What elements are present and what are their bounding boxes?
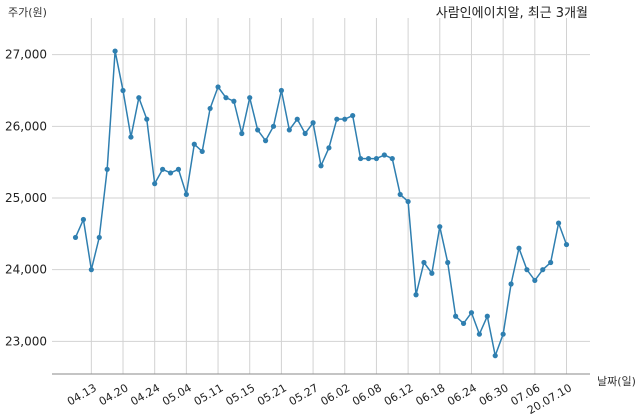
data-point: [255, 127, 261, 133]
data-point: [508, 281, 514, 287]
x-tick-label: 05.11: [192, 381, 226, 408]
data-point: [175, 166, 182, 172]
x-tick-label: 05.04: [160, 381, 194, 408]
x-tick-label: 06.08: [350, 381, 384, 408]
data-point: [381, 152, 387, 158]
data-point: [357, 155, 364, 162]
data-point: [223, 95, 229, 101]
data-point: [80, 216, 87, 223]
data-point: [199, 148, 205, 155]
data-point: [144, 116, 150, 122]
data-point: [286, 127, 292, 133]
data-point: [405, 198, 411, 205]
data-point: [342, 116, 348, 122]
data-point: [468, 310, 475, 316]
data-point: [373, 155, 380, 162]
data-point: [397, 191, 403, 198]
data-point: [302, 130, 308, 137]
data-point: [326, 145, 332, 151]
y-tick-label: 25,000: [5, 191, 47, 205]
data-point: [167, 170, 174, 176]
data-point: [460, 320, 467, 327]
data-point: [429, 270, 435, 276]
x-axis-label: 날짜(일): [597, 374, 636, 388]
data-point: [540, 267, 546, 273]
data-point: [484, 313, 490, 319]
data-point: [294, 116, 300, 122]
x-tick-label: 04.20: [97, 381, 131, 408]
y-tick-label: 26,000: [5, 119, 47, 133]
chart-title: 사람인에이치알, 최근 3개월: [436, 6, 588, 21]
data-point: [247, 95, 253, 101]
data-point: [500, 331, 506, 337]
data-point: [262, 138, 269, 144]
data-point: [152, 181, 158, 187]
data-point: [191, 141, 197, 147]
x-tick-label: 06.12: [382, 381, 416, 408]
data-point: [96, 234, 102, 241]
data-point: [516, 245, 522, 251]
y-tick-label: 23,000: [5, 334, 47, 348]
data-point: [524, 267, 530, 273]
data-point: [215, 84, 221, 90]
price-series-line: [74, 50, 568, 359]
y-tick-label: 24,000: [5, 263, 47, 277]
data-point: [453, 313, 459, 319]
data-point: [365, 155, 372, 162]
data-point: [532, 277, 538, 284]
x-tick-label: 06.18: [414, 381, 448, 408]
data-point: [270, 123, 277, 129]
data-point: [445, 259, 451, 266]
data-point: [318, 163, 324, 169]
data-point: [104, 166, 110, 172]
data-point: [231, 98, 237, 104]
y-axis-ticks: 23,000 24,000 25,000 26,000 27,000: [5, 48, 47, 349]
y-axis-label: 주가(원): [8, 6, 47, 19]
x-tick-label: 06.02: [318, 381, 352, 408]
data-point: [437, 224, 443, 230]
y-tick-label: 27,000: [5, 48, 47, 62]
grid: [52, 18, 590, 374]
data-point: [563, 241, 570, 248]
x-tick-label: 04.13: [65, 381, 99, 408]
x-tick-label: 06.30: [477, 381, 511, 408]
data-point: [239, 130, 245, 137]
price-series-points: [72, 48, 570, 359]
data-point: [548, 259, 554, 266]
data-point: [207, 105, 213, 112]
data-point: [72, 234, 79, 241]
data-point: [112, 48, 118, 54]
data-point: [120, 87, 126, 94]
data-point: [389, 155, 395, 162]
data-point: [492, 353, 498, 359]
data-point: [476, 331, 482, 337]
data-point: [278, 87, 285, 94]
data-point: [334, 116, 340, 122]
x-tick-label: 05.21: [255, 381, 289, 408]
x-axis-ticks: 04.1304.2004.2405.0405.1105.1505.2105.27…: [65, 381, 574, 414]
data-point: [421, 259, 427, 266]
data-point: [136, 95, 142, 101]
data-point: [160, 166, 166, 172]
data-point: [183, 191, 189, 198]
x-tick-label: 05.15: [223, 381, 257, 408]
x-tick-label: 06.24: [445, 381, 479, 408]
data-point: [555, 220, 562, 226]
data-point: [310, 120, 316, 126]
data-point: [128, 134, 134, 140]
data-point: [413, 292, 419, 298]
data-point: [350, 112, 356, 119]
x-tick-label: 04.24: [128, 381, 162, 408]
x-tick-label: 05.27: [287, 381, 321, 408]
data-point: [88, 267, 94, 273]
